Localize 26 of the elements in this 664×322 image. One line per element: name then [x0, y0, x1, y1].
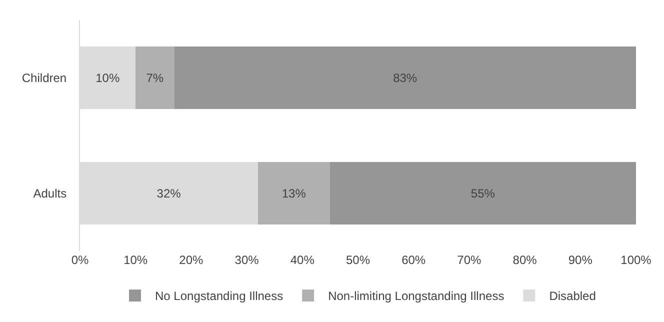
x-tick-label: 70%	[457, 253, 482, 267]
y-tick-label: Adults	[33, 186, 67, 200]
x-tick-label: 90%	[568, 253, 593, 267]
data-label: 32%	[156, 186, 182, 200]
legend-label: No Longstanding Illness	[155, 289, 284, 304]
x-tick-label: 40%	[290, 253, 315, 267]
x-tick-label: 50%	[346, 253, 370, 267]
bar	[174, 46, 636, 109]
x-tick-label: 0%	[71, 253, 89, 267]
x-tick-label: 30%	[234, 253, 260, 267]
x-tick-label: 60%	[402, 253, 426, 267]
bar	[258, 162, 330, 224]
data-label: 7%	[146, 70, 164, 85]
x-tick-label: 10%	[124, 253, 148, 267]
legend-label: Non-limiting Longstanding Illness	[328, 289, 504, 304]
data-label: 10%	[96, 70, 120, 85]
x-tick-label: 80%	[512, 253, 538, 267]
y-tick-label: Children	[22, 70, 67, 85]
data-label: 13%	[282, 186, 306, 200]
x-tick-label: 20%	[179, 253, 204, 267]
bar	[136, 46, 175, 109]
data-label: 83%	[393, 70, 418, 85]
data-label: 55%	[470, 186, 496, 200]
bar	[330, 162, 636, 224]
x-tick-label: 100%	[620, 253, 652, 267]
legend-label: Disabled	[549, 289, 596, 304]
